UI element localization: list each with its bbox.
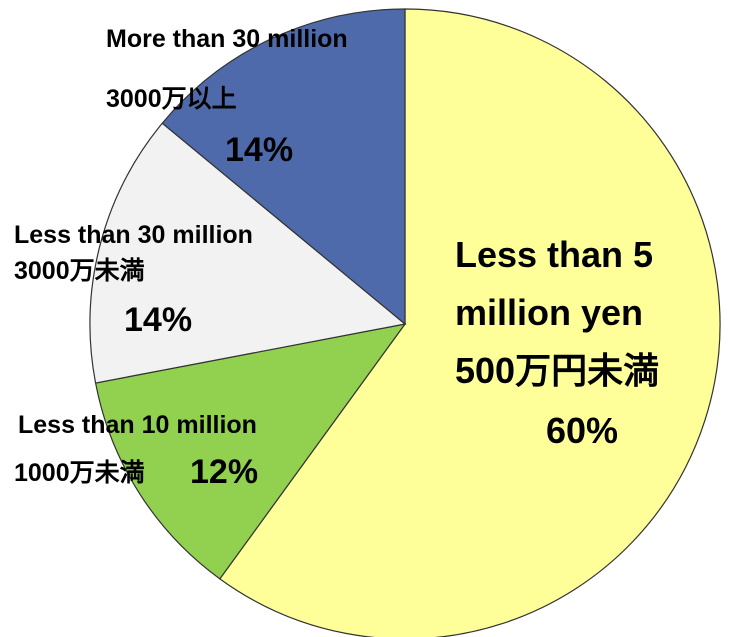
pie-slice-more-than-30-million	[161, 8, 406, 326]
slice-percent-less-than-5-million: 60%	[546, 410, 619, 451]
slice-percent-less-than-30-million: 14%	[124, 301, 193, 339]
pie-slice-less-than-5-million	[219, 8, 721, 637]
slice-label-en-less-than-10-million: Less than 10 million	[18, 411, 257, 439]
slice-percent-less-than-10-million: 12%	[190, 453, 259, 491]
slice-label-en-less-than-30-million: Less than 30 million	[14, 221, 253, 249]
slice-label-ja-less-than-30-million: 3000万未満	[14, 257, 145, 285]
slice-percent-more-than-30-million: 14%	[225, 131, 294, 169]
slice-label-ja-less-than-5-million: 500万円未満	[455, 350, 660, 391]
slice-label-ja-less-than-10-million: 1000万未満	[14, 459, 145, 487]
slice-label-en-less-than-5-million-line2: million yen	[455, 292, 644, 333]
pie-slice-less-than-30-million	[89, 122, 407, 384]
slice-label-ja-more-than-30-million: 3000万以上	[106, 85, 237, 113]
slice-label-en-more-than-30-million: More than 30 million	[106, 25, 348, 53]
pie-slice-less-than-10-million	[94, 323, 407, 580]
slice-label-en-less-than-5-million-line1: Less than 5	[455, 234, 654, 275]
